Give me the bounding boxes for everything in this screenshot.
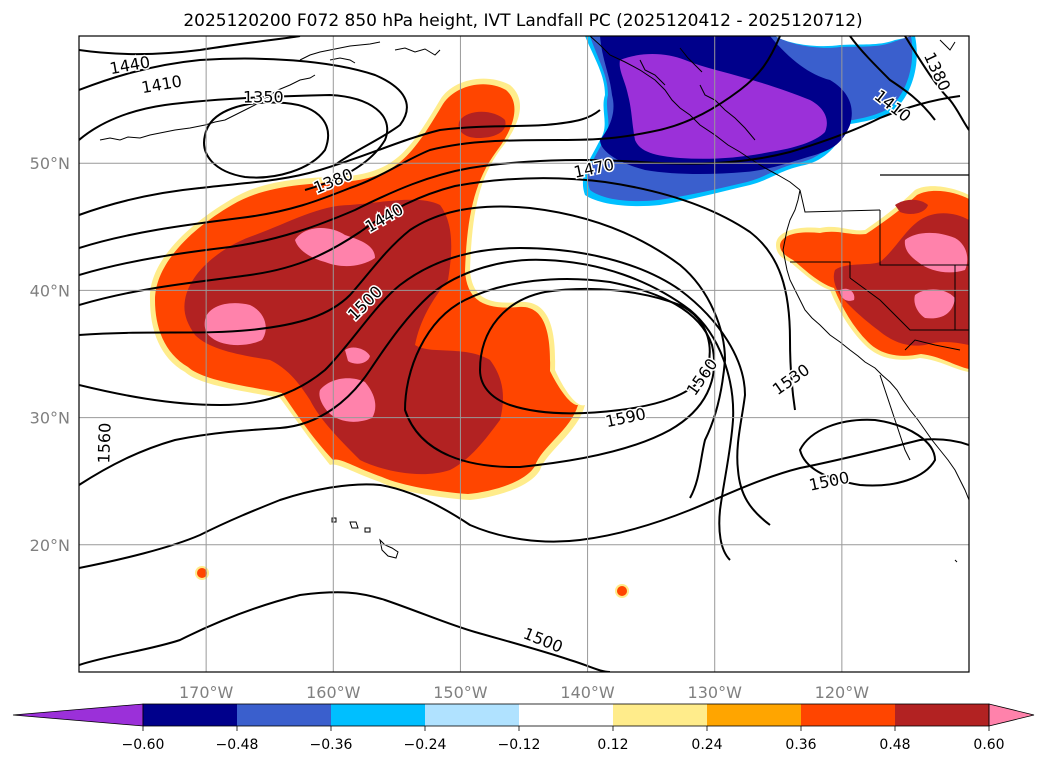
colorbar — [12, 703, 1035, 731]
colorbar-swatch — [801, 704, 896, 726]
lon-tick-label: 150°W — [433, 683, 488, 702]
gridlines — [79, 36, 969, 672]
colorbar-tick-label: 0.12 — [597, 737, 628, 753]
colorbar-frame — [142, 703, 990, 727]
colorbar-swatch — [519, 704, 614, 726]
contour-label: 1350 — [243, 88, 284, 107]
height-contours — [79, 36, 969, 672]
colorbar-tick-label: −0.36 — [310, 737, 353, 753]
latitude-tick-labels: 50°N 40°N 30°N 20°N — [30, 154, 70, 555]
colorbar-extend-high — [988, 703, 1035, 727]
colorbar-tick-label: 0.36 — [785, 737, 816, 753]
lat-tick-label: 30°N — [30, 409, 70, 428]
lon-tick-label: 120°W — [815, 683, 870, 702]
colorbar-swatch — [425, 704, 520, 726]
lat-tick-label: 20°N — [30, 536, 70, 555]
colorbar-labels: −0.60 −0.48 −0.36 −0.24 −0.12 0.12 0.24 0.36 0.4… — [122, 737, 1005, 753]
longitude-tick-labels: 170°W 160°W 150°W 140°W 130°W 120°W — [179, 683, 869, 702]
lon-tick-label: 140°W — [560, 683, 615, 702]
colorbar-tick-label: −0.12 — [498, 737, 541, 753]
colorbar-tick-label: 0.24 — [691, 737, 722, 753]
colorbar-extend-low — [12, 703, 144, 727]
lon-tick-label: 170°W — [179, 683, 234, 702]
colorbar-tick-label: −0.24 — [404, 737, 447, 753]
colorbar-tick-label: −0.48 — [216, 737, 259, 753]
contour-label: 1560 — [94, 422, 114, 463]
colorbar-swatch — [331, 704, 426, 726]
coastlines — [99, 36, 969, 563]
map-area — [79, 36, 969, 672]
positive-pc-region-west-coast — [776, 186, 969, 372]
lon-tick-label: 160°W — [306, 683, 361, 702]
lat-tick-label: 50°N — [30, 154, 70, 173]
colorbar-swatch — [707, 704, 802, 726]
positive-pc-small-islands — [195, 566, 629, 598]
colorbar-tick-label: 0.60 — [973, 737, 1004, 753]
chart-title: 2025120200 F072 850 hPa height, IVT Land… — [183, 11, 862, 31]
lat-tick-label: 40°N — [30, 281, 70, 300]
colorbar-swatch — [237, 704, 332, 726]
map-frame — [78, 35, 970, 673]
colorbar-tick-label: 0.48 — [879, 737, 910, 753]
colorbar-swatch — [143, 704, 238, 726]
colorbar-swatch — [613, 704, 708, 726]
colorbar-swatch — [895, 704, 990, 726]
lon-tick-label: 130°W — [688, 683, 743, 702]
colorbar-tick-label: −0.60 — [122, 737, 165, 753]
positive-pc-region-pacific — [149, 78, 585, 501]
